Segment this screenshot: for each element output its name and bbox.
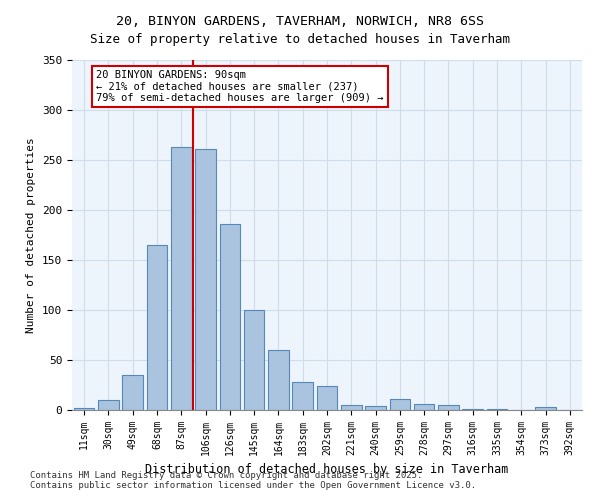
Bar [220,224,240,410]
X-axis label: Distribution of detached houses by size in Taverham: Distribution of detached houses by size … [145,464,509,476]
Bar [463,409,483,410]
Bar [195,149,216,410]
Bar [268,350,289,410]
Bar [487,409,508,410]
Bar [317,386,337,410]
Bar [365,406,386,410]
Y-axis label: Number of detached properties: Number of detached properties [26,137,37,333]
Bar [389,399,410,410]
Bar [341,405,362,410]
Bar [414,404,434,410]
Bar [74,408,94,410]
Bar [292,382,313,410]
Bar [146,245,167,410]
Text: 20, BINYON GARDENS, TAVERHAM, NORWICH, NR8 6SS: 20, BINYON GARDENS, TAVERHAM, NORWICH, N… [116,15,484,28]
Bar [171,147,191,410]
Text: 20 BINYON GARDENS: 90sqm
← 21% of detached houses are smaller (237)
79% of semi-: 20 BINYON GARDENS: 90sqm ← 21% of detach… [96,70,384,103]
Bar [438,405,459,410]
Bar [244,310,265,410]
Text: Size of property relative to detached houses in Taverham: Size of property relative to detached ho… [90,32,510,46]
Bar [535,407,556,410]
Bar [122,375,143,410]
Text: Contains HM Land Registry data © Crown copyright and database right 2025.
Contai: Contains HM Land Registry data © Crown c… [30,470,476,490]
Bar [98,400,119,410]
